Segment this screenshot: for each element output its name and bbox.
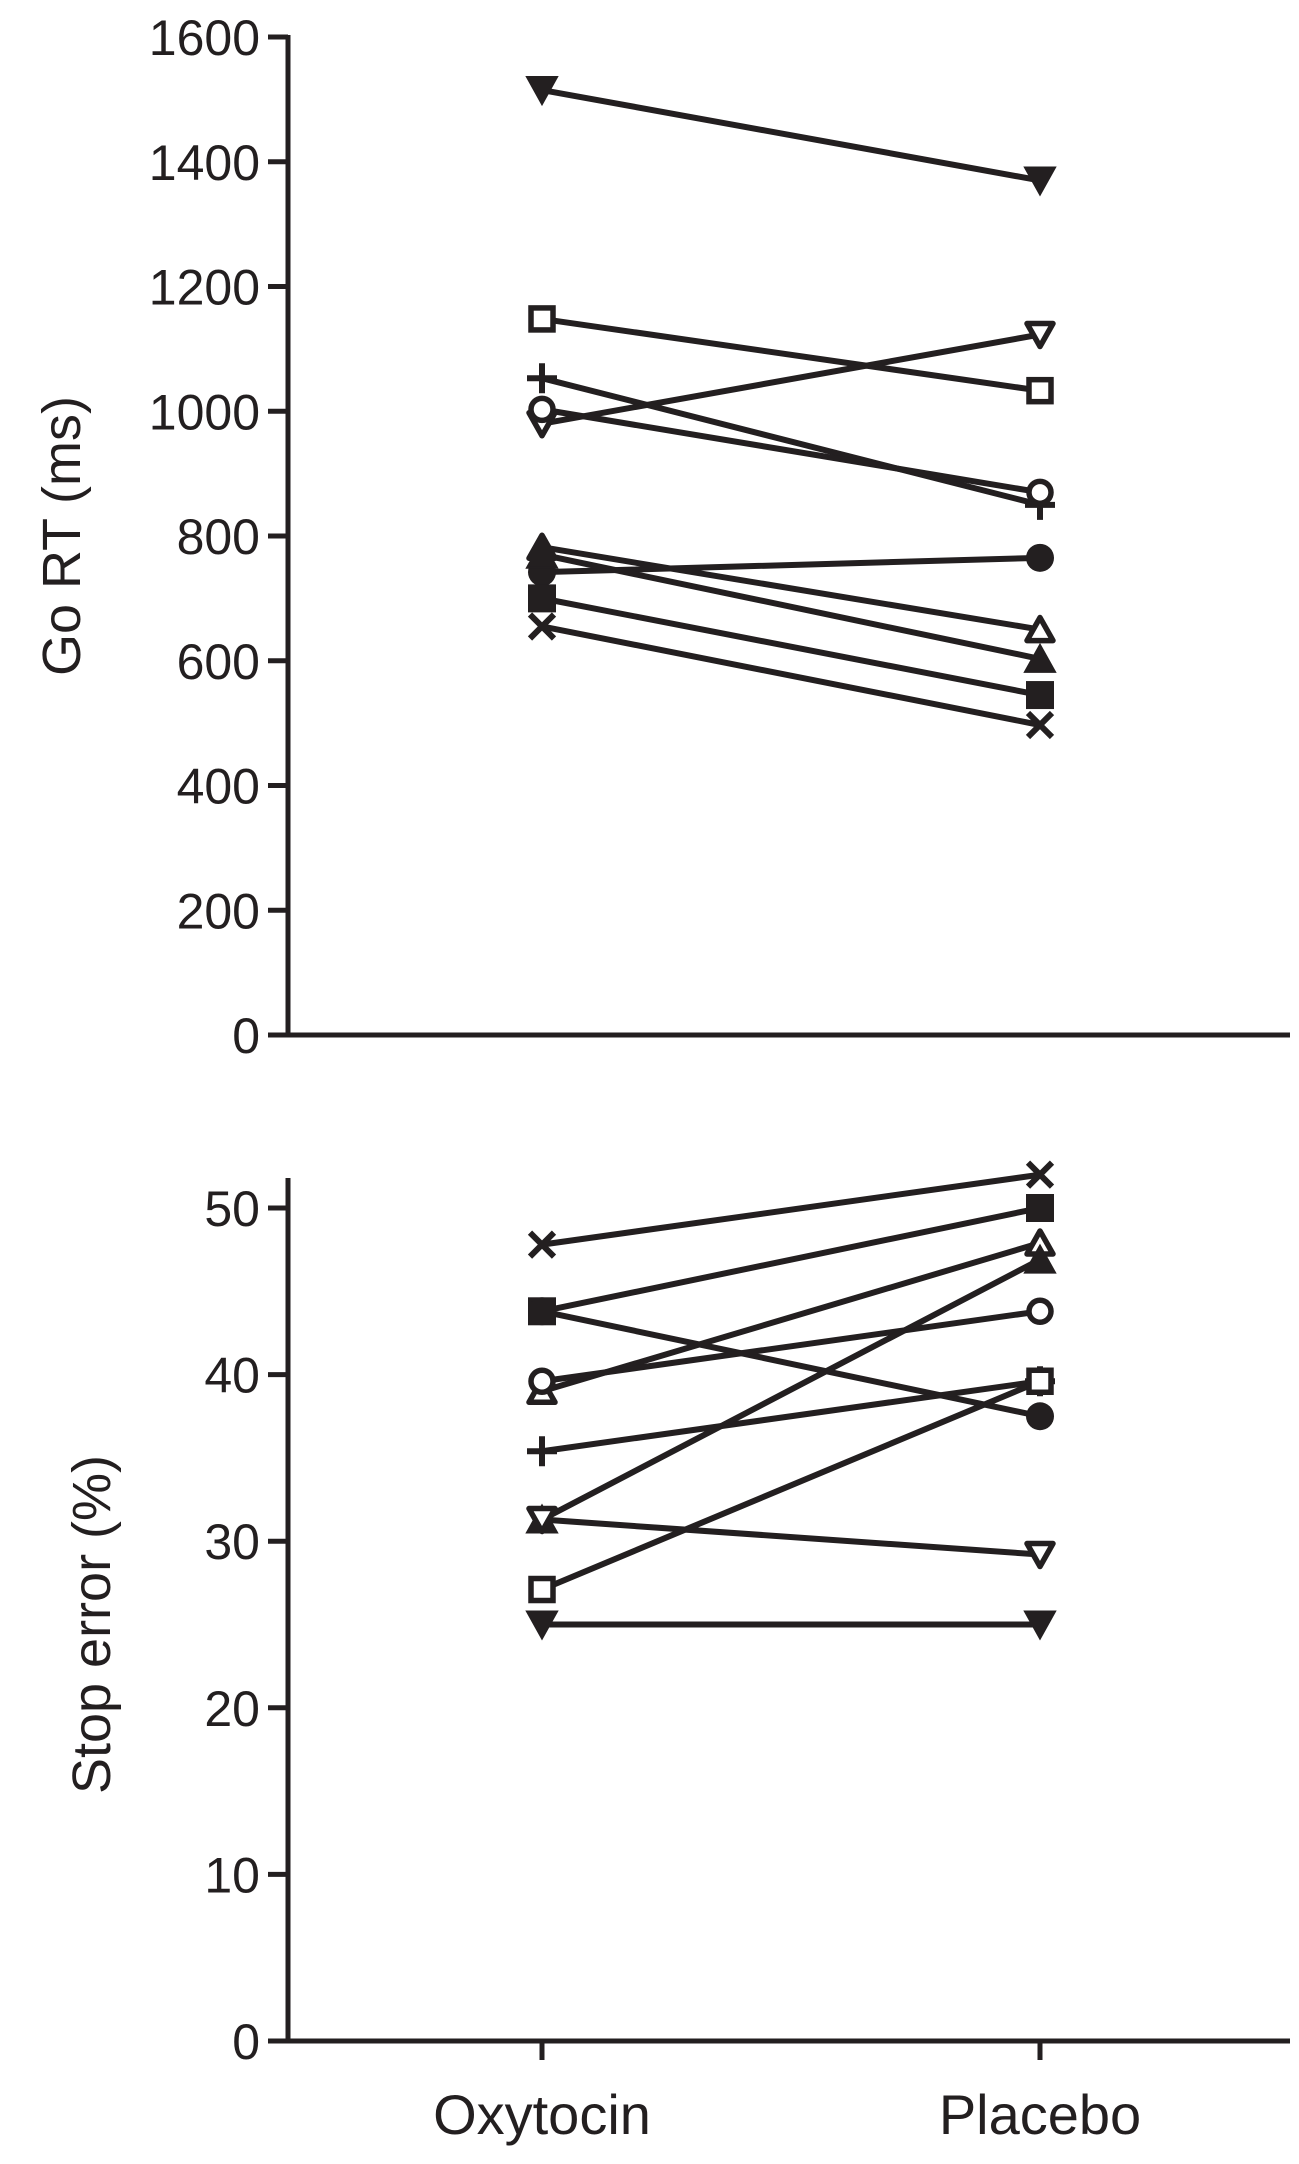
y-tick-label: 1200 xyxy=(149,260,260,316)
marker-triangle-down-open xyxy=(1024,320,1056,350)
marker-circle-filled xyxy=(528,1297,556,1326)
marker-circle-filled xyxy=(1026,543,1054,572)
marker-triangle-up-filled xyxy=(1023,642,1057,673)
marker-cross xyxy=(527,1230,557,1259)
series-line xyxy=(539,551,1043,662)
y-tick-label: 40 xyxy=(204,1348,260,1404)
series-line xyxy=(539,1205,1043,1315)
series-line xyxy=(539,331,1043,427)
marker-triangle-down-filled xyxy=(525,76,559,107)
marker-triangle-up-filled xyxy=(1023,1243,1057,1274)
series-line xyxy=(539,1516,1043,1558)
y-tick-label: 0 xyxy=(232,2014,260,2070)
marker-cross xyxy=(1025,1160,1055,1189)
marker-cross xyxy=(527,612,557,641)
y-tick-label: 0 xyxy=(232,1008,260,1064)
series-line xyxy=(539,1308,1043,1385)
y-tick-label: 50 xyxy=(204,1181,260,1237)
series-lines xyxy=(539,87,1043,1628)
series-line xyxy=(539,623,1043,728)
y-tick-label: 800 xyxy=(177,509,260,565)
y-tick-label: 400 xyxy=(177,759,260,815)
series-line xyxy=(539,375,1043,508)
y-axis-title: Go RT (ms) xyxy=(32,396,92,676)
marker-square-filled xyxy=(1026,1194,1054,1222)
y-tick-label: 30 xyxy=(204,1514,260,1570)
marker-triangle-up-filled xyxy=(525,538,559,569)
series-line xyxy=(539,595,1043,699)
y-axis-title: Stop error (%) xyxy=(62,1455,122,1794)
marker-square-open xyxy=(1026,1367,1054,1396)
series-line xyxy=(539,1239,1043,1395)
series-markers xyxy=(525,76,1057,1641)
y-tick-label: 1400 xyxy=(149,135,260,191)
marker-triangle-down-open xyxy=(1024,1540,1056,1570)
marker-plus xyxy=(527,363,557,394)
y-tick-label: 10 xyxy=(204,1847,260,1903)
series-line xyxy=(539,1378,1043,1455)
y-tick-label: 1600 xyxy=(149,10,260,66)
marker-triangle-down-filled xyxy=(1023,1610,1057,1641)
axis-labels: Oxytocin Placebo0200400600800100012001400… xyxy=(32,10,1141,2146)
series-line xyxy=(539,1171,1043,1248)
series-line xyxy=(539,315,1043,394)
marker-square-open xyxy=(1026,376,1054,405)
marker-circle-open xyxy=(1026,478,1054,507)
marker-plus xyxy=(527,1436,557,1467)
marker-circle-open xyxy=(1026,1297,1054,1326)
series-line xyxy=(539,406,1043,496)
series-line xyxy=(539,1308,1043,1420)
marker-square-open xyxy=(528,305,556,333)
marker-square-filled xyxy=(1026,681,1054,710)
y-tick-label: 1000 xyxy=(149,384,260,440)
axes xyxy=(268,34,1290,2060)
marker-cross xyxy=(1025,710,1055,740)
marker-square-filled xyxy=(528,584,556,613)
x-tick-label: Placebo xyxy=(939,2083,1141,2146)
series-line xyxy=(539,1256,1043,1523)
marker-triangle-down-open xyxy=(526,1505,558,1535)
y-tick-label: 600 xyxy=(177,634,260,690)
marker-triangle-down-filled xyxy=(1023,166,1057,197)
series-line xyxy=(539,1378,1043,1593)
marker-square-open xyxy=(528,1575,556,1604)
series-line xyxy=(539,87,1043,184)
y-tick-label: 20 xyxy=(204,1681,260,1737)
marker-circle-open xyxy=(528,1367,556,1396)
marker-triangle-up-open xyxy=(1024,614,1056,644)
y-tick-label: 200 xyxy=(177,883,260,939)
x-tick-label: Oxytocin xyxy=(433,2083,651,2146)
series-line xyxy=(539,544,1043,633)
marker-circle-filled xyxy=(1026,1402,1054,1431)
marker-circle-open xyxy=(528,395,556,424)
marker-triangle-down-filled xyxy=(525,1610,559,1641)
